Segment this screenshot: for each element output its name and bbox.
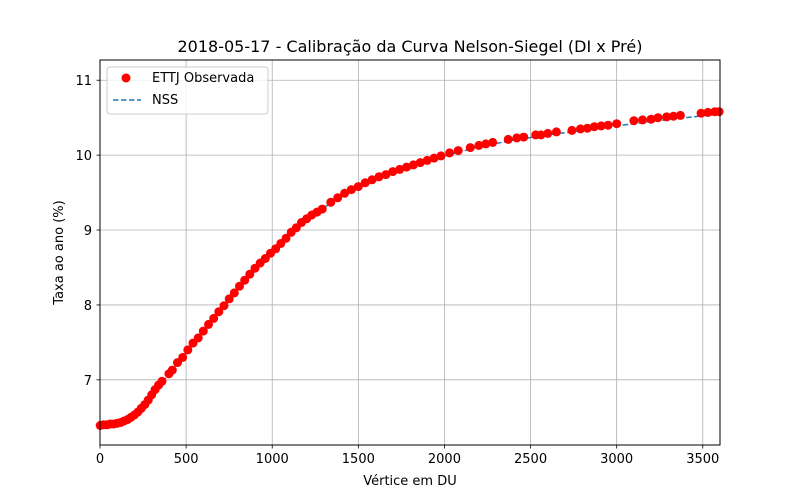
observed-point (481, 139, 491, 149)
legend-label-nss: NSS (152, 93, 178, 108)
observed-point (567, 125, 577, 135)
observed-point (198, 326, 208, 336)
observed-point (209, 313, 219, 323)
observed-point (445, 148, 455, 158)
observed-point (245, 269, 255, 279)
observed-point (204, 319, 213, 329)
observed-point (474, 140, 484, 150)
x-tick-label: 1000 (256, 452, 289, 467)
observed-point (193, 333, 203, 343)
observed-point (612, 119, 622, 129)
x-tick-label: 2000 (428, 452, 461, 467)
observed-point (326, 197, 336, 207)
observed-point (178, 352, 188, 362)
observed-point (669, 111, 678, 121)
y-tick-label: 11 (75, 74, 92, 89)
legend: ETTJ Observada NSS (106, 66, 269, 115)
y-axis: 7 8 9 10 11 (75, 74, 100, 389)
observed-point (629, 116, 639, 126)
observed-point (219, 301, 229, 311)
observed-point (422, 155, 432, 165)
x-axis-title: Vértice em DU (363, 474, 457, 489)
observed-point (503, 134, 513, 144)
observed-point (381, 170, 391, 180)
observed-point (429, 153, 439, 163)
y-tick-label: 9 (84, 224, 92, 239)
x-tick-label: 0 (96, 452, 104, 467)
observed-point (229, 288, 239, 298)
y-tick-label: 7 (84, 374, 92, 389)
observed-point (675, 110, 685, 120)
observed-point (333, 193, 343, 203)
observed-point (360, 178, 370, 188)
observed-point (317, 204, 327, 214)
observed-point (436, 151, 446, 161)
observed-point (714, 107, 724, 117)
observed-point (536, 130, 546, 140)
observed-point (388, 167, 398, 177)
observed-point (240, 275, 250, 285)
observed-point (367, 175, 377, 185)
observed-point (519, 132, 529, 142)
observed-point (596, 121, 606, 131)
x-tick-label: 3000 (600, 452, 633, 467)
observed-point (340, 188, 350, 198)
observed-point (703, 107, 713, 117)
x-axis: 0 500 1000 1500 2000 2500 3000 3500 (96, 445, 719, 467)
observed-point (167, 365, 177, 375)
observed-point (353, 182, 363, 192)
observed-point (589, 122, 599, 132)
plot-frame (99, 59, 721, 446)
y-tick-label: 10 (75, 149, 92, 164)
observed-point (638, 115, 647, 125)
observed-point (224, 294, 234, 304)
observed-point (281, 233, 291, 243)
observed-point (346, 185, 356, 195)
observed-point (653, 113, 663, 123)
legend-box (106, 66, 269, 115)
observed-point (582, 123, 592, 133)
legend-marker-observed (121, 73, 131, 83)
observed-point (235, 281, 244, 291)
observed-point (453, 146, 463, 156)
observed-point (512, 133, 522, 143)
observed-point (551, 127, 561, 137)
y-axis-title: Taxa ao ano (%) (52, 200, 67, 305)
observed-point (543, 128, 553, 138)
x-tick-label: 3500 (686, 452, 719, 467)
observed-point (374, 172, 384, 182)
observed-point (408, 160, 418, 170)
y-tick-label: 8 (84, 299, 92, 314)
observed-point (488, 137, 498, 147)
observed-point (157, 376, 167, 386)
observed-point (662, 112, 672, 122)
observed-point (576, 124, 585, 134)
observed-series (95, 107, 724, 430)
observed-point (465, 143, 475, 153)
legend-label-observed: ETTJ Observada (152, 71, 254, 86)
observed-point (415, 158, 425, 168)
observed-point (402, 162, 412, 172)
chart-title: 2018-05-17 - Calibração da Curva Nelson-… (178, 37, 643, 56)
x-tick-label: 1500 (342, 452, 375, 467)
observed-point (646, 114, 656, 124)
observed-point (214, 307, 224, 317)
observed-point (395, 164, 405, 174)
observed-point (603, 120, 613, 130)
observed-point (183, 345, 193, 355)
x-tick-label: 500 (174, 452, 199, 467)
x-tick-label: 2500 (514, 452, 547, 467)
observed-point (696, 108, 706, 118)
